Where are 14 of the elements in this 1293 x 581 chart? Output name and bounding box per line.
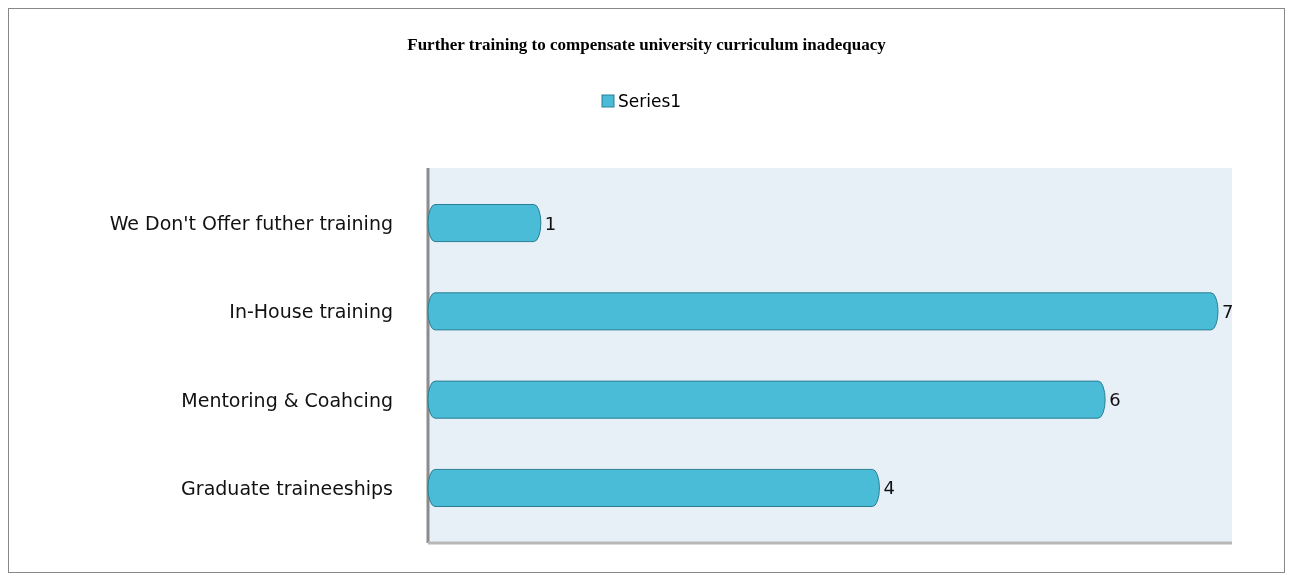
data-label: 7: [1222, 300, 1234, 322]
data-label: 1: [544, 212, 557, 234]
bar: [427, 203, 542, 243]
y-tick-label: In-House training: [229, 300, 393, 323]
y-tick-label: Mentoring & Coahcing: [181, 388, 393, 411]
bar: [427, 380, 1106, 419]
y-tick-label: Graduate traineeships: [181, 476, 393, 499]
legend-label: Series1: [618, 91, 682, 111]
chart-title: Further training to compensate university curriculum inadequacy: [407, 35, 887, 54]
data-label: 4: [883, 477, 895, 499]
data-label: 6: [1109, 389, 1121, 411]
y-tick-label: We Don't Offer futher training: [109, 212, 393, 235]
bar: [427, 292, 1219, 331]
bar: [427, 468, 880, 508]
